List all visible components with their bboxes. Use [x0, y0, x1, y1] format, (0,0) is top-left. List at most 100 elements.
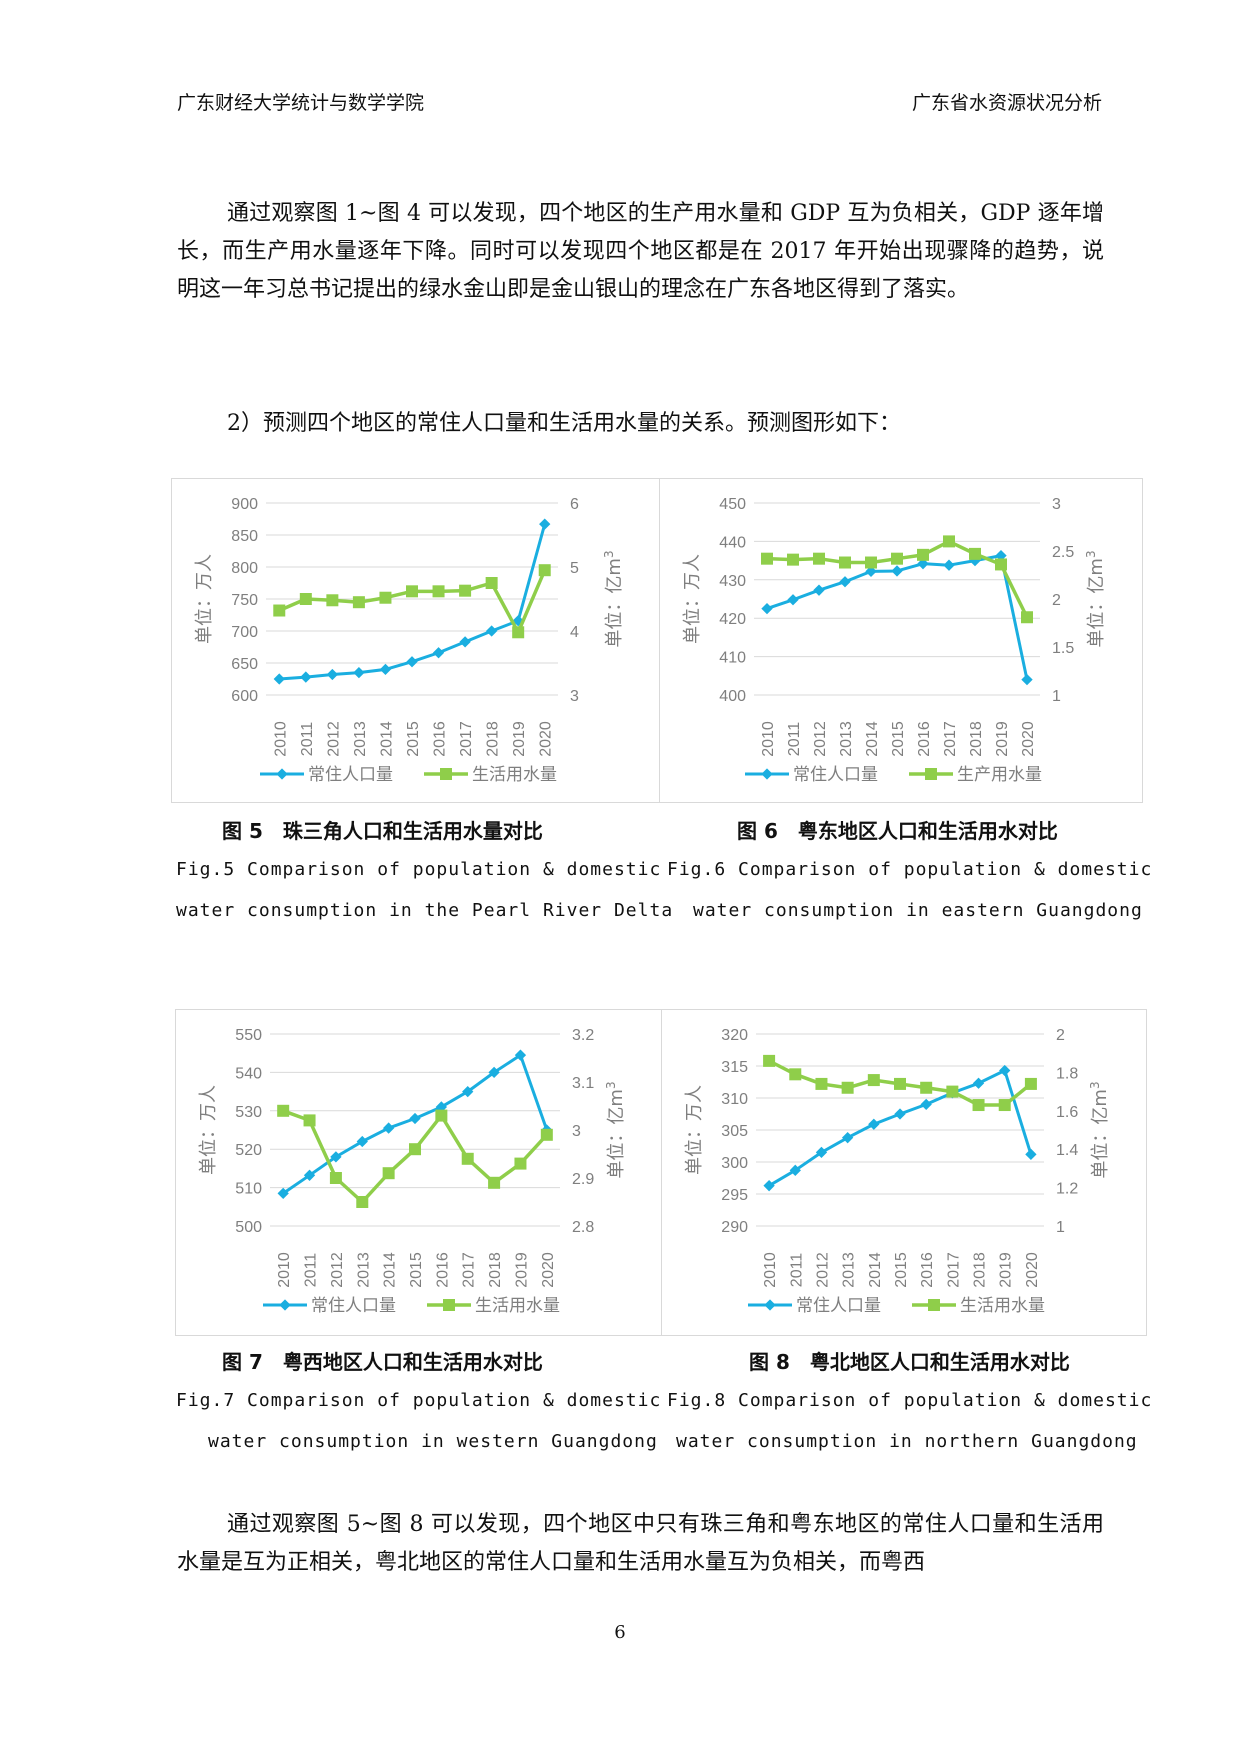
left-axis-title: 单位：万人: [194, 554, 215, 644]
water-point: [432, 585, 445, 598]
x-tick-label: 2010: [762, 1252, 779, 1288]
left-tick-label: 410: [719, 650, 746, 667]
population-point: [379, 663, 392, 676]
caption-en-fig7-line2: water consumption in western Guangdong: [208, 1431, 658, 1452]
water-point: [891, 552, 903, 565]
x-tick-label: 2011: [303, 1253, 320, 1288]
legend-water-marker: [440, 768, 452, 780]
right-tick-label: 1.8: [1056, 1065, 1078, 1082]
water-point: [789, 1068, 802, 1081]
water-point: [352, 596, 365, 609]
right-tick-label: 2: [1052, 592, 1061, 609]
x-tick-label: 2019: [513, 1252, 530, 1288]
x-tick-label: 2015: [408, 1252, 425, 1288]
population-point: [995, 549, 1007, 562]
left-tick-label: 550: [235, 1027, 262, 1044]
population-point: [330, 1151, 342, 1163]
legend-water-marker: [443, 1299, 455, 1311]
chart-fig8: 290 295 300 305 310 315 320 1 1.2 1.4 1.6 1.8 2 2010 2…: [684, 1027, 1111, 1316]
legend-population-label: 常住人口量: [793, 765, 878, 785]
x-tick-label: 2018: [972, 1252, 989, 1288]
left-tick-label: 510: [235, 1181, 262, 1198]
right-tick-label: 2.5: [1052, 544, 1074, 561]
population-point: [273, 673, 285, 685]
water-point: [409, 1143, 421, 1156]
right-tick-label: 3: [570, 688, 579, 705]
water-point: [512, 626, 525, 639]
x-tick-label: 2011: [786, 722, 803, 757]
water-point: [761, 552, 773, 565]
left-axis-title: 单位：万人: [198, 1085, 219, 1175]
left-tick-label: 520: [235, 1142, 262, 1159]
x-tick-label: 2019: [511, 721, 528, 757]
water-line: [282, 1109, 549, 1204]
left-tick-label: 500: [235, 1219, 262, 1236]
left-tick-label: 850: [231, 528, 258, 545]
right-tick-label: 1.4: [1056, 1142, 1078, 1159]
population-point: [382, 1122, 395, 1134]
right-tick-label: 3: [1052, 496, 1061, 513]
legend-population-label: 常住人口量: [308, 765, 393, 785]
right-tick-label: 3.2: [572, 1027, 594, 1044]
left-tick-label: 290: [721, 1219, 748, 1236]
population-point: [763, 1180, 775, 1192]
left-tick-label: 430: [719, 573, 746, 590]
chart-box-7: 500 510 520 530 540 550 2.8 2.9 3 3.1 3.2 2010 2011 2…: [175, 1009, 663, 1336]
legend-population-label: 常住人口量: [311, 1296, 396, 1316]
chart-box-8: 290 295 300 305 310 315 320 1 1.2 1.4 1.6 1.8 2 2010 2…: [661, 1009, 1147, 1336]
chart-fig7: 500 510 520 530 540 550 2.8 2.9 3 3.1 3.2 2010 2011 2…: [198, 1027, 627, 1316]
water-point: [946, 1085, 959, 1098]
x-tick-label: 2020: [538, 721, 555, 757]
water-point: [514, 1157, 527, 1170]
water-point: [787, 553, 799, 566]
left-tick-label: 420: [719, 611, 746, 628]
population-line: [279, 523, 547, 681]
water-point: [813, 552, 825, 565]
x-tick-label: 2012: [812, 721, 829, 757]
x-tick-label: 2012: [329, 1252, 346, 1288]
right-tick-label: 1.6: [1056, 1104, 1078, 1121]
caption-en-fig5-line2: water consumption in the Pearl River Del…: [176, 900, 674, 921]
water-point: [998, 1099, 1011, 1112]
right-tick-label: 2.8: [572, 1219, 594, 1236]
x-tick-label: 2015: [405, 721, 422, 757]
water-point: [841, 1081, 854, 1094]
right-tick-label: 1.5: [1052, 640, 1074, 657]
legend-water-marker: [928, 1299, 940, 1311]
x-tick-label: 2017: [942, 721, 959, 757]
right-axis-title: 单位：亿m3: [602, 550, 625, 647]
population-point: [1021, 673, 1033, 686]
water-point: [382, 1167, 395, 1180]
water-point: [538, 564, 551, 577]
water-point: [894, 1077, 906, 1090]
population-point: [432, 647, 445, 659]
water-point: [488, 1176, 501, 1189]
left-tick-label: 530: [235, 1104, 262, 1121]
right-tick-label: 2.9: [572, 1171, 594, 1188]
population-point: [406, 656, 418, 668]
water-point: [865, 556, 877, 569]
page-number: 6: [614, 1622, 626, 1643]
legend-population-marker: [761, 768, 773, 780]
x-tick-label: 2016: [434, 1252, 451, 1288]
left-tick-label: 450: [719, 496, 746, 513]
water-point: [326, 594, 339, 607]
right-axis-title-superscript: 3: [602, 550, 616, 558]
caption-en-fig7-line1: Fig.7 Comparison of population & domesti…: [176, 1390, 662, 1411]
water-point: [303, 1114, 316, 1127]
population-point: [839, 576, 851, 588]
x-tick-label: 2020: [1020, 721, 1037, 757]
population-point: [813, 584, 825, 596]
right-axis-title-superscript: 3: [1084, 550, 1098, 558]
chart-box-5: 600 650 700 750 800 850 900 3 4 5 6 2010 2011 2012 201…: [171, 478, 661, 803]
population-point: [459, 636, 471, 648]
left-tick-label: 600: [231, 688, 258, 705]
caption-en-fig8-line2: water consumption in northern Guangdong: [676, 1431, 1138, 1452]
water-point: [815, 1077, 828, 1090]
water-point: [277, 1104, 290, 1117]
right-axis-title-superscript: 3: [604, 1081, 618, 1089]
water-point: [356, 1196, 369, 1208]
caption-cn-fig6: 图 6 粤东地区人口和生活用水对比: [737, 819, 1058, 843]
legend-population-label: 常住人口量: [796, 1296, 881, 1316]
population-point: [353, 666, 365, 679]
